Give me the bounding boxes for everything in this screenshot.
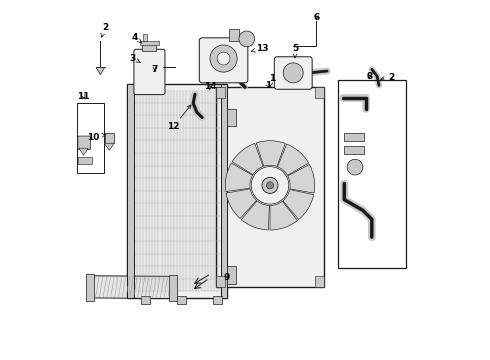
Bar <box>338 80 406 267</box>
Text: 1: 1 <box>269 74 275 87</box>
Bar <box>227 109 236 126</box>
Wedge shape <box>277 144 309 175</box>
Bar <box>105 133 114 143</box>
Text: 2: 2 <box>381 73 394 82</box>
Bar <box>143 34 147 41</box>
Wedge shape <box>256 141 285 166</box>
Circle shape <box>217 52 230 65</box>
Text: 7: 7 <box>152 66 158 75</box>
Bar <box>77 103 104 173</box>
Bar <box>227 266 236 284</box>
Bar <box>86 274 94 301</box>
Text: 9: 9 <box>223 273 230 282</box>
Bar <box>213 296 222 304</box>
Circle shape <box>239 31 255 47</box>
Polygon shape <box>96 67 104 75</box>
Bar <box>127 84 134 298</box>
Text: 4: 4 <box>131 33 142 43</box>
FancyBboxPatch shape <box>134 49 165 95</box>
Text: 12: 12 <box>168 105 191 131</box>
Text: 6: 6 <box>313 13 319 22</box>
Polygon shape <box>88 276 175 298</box>
Circle shape <box>283 63 303 83</box>
Circle shape <box>210 45 237 72</box>
Text: 2: 2 <box>101 23 108 37</box>
Bar <box>217 276 225 287</box>
Wedge shape <box>270 201 297 230</box>
FancyBboxPatch shape <box>78 136 91 150</box>
Bar <box>344 146 364 154</box>
Text: 5: 5 <box>292 44 298 58</box>
Bar <box>169 275 177 301</box>
Bar <box>142 296 150 304</box>
Bar <box>220 84 227 298</box>
Text: 1: 1 <box>265 81 271 90</box>
Circle shape <box>262 177 278 193</box>
Polygon shape <box>104 143 114 150</box>
Wedge shape <box>225 163 253 192</box>
Text: 14: 14 <box>204 82 217 91</box>
Bar <box>217 87 323 287</box>
Bar <box>315 276 323 287</box>
Bar <box>140 41 159 45</box>
Bar <box>127 84 227 298</box>
Bar <box>344 133 364 141</box>
Text: 3: 3 <box>130 54 140 63</box>
Bar <box>315 87 323 98</box>
Bar <box>217 87 225 98</box>
Circle shape <box>267 182 273 189</box>
Text: 13: 13 <box>251 44 268 53</box>
Text: 8: 8 <box>366 72 372 81</box>
Bar <box>78 157 92 164</box>
FancyBboxPatch shape <box>274 57 312 89</box>
Text: 11: 11 <box>77 91 90 100</box>
Circle shape <box>347 159 363 175</box>
Wedge shape <box>283 189 314 220</box>
Bar <box>134 90 220 292</box>
Wedge shape <box>232 143 263 175</box>
Circle shape <box>251 167 289 204</box>
FancyBboxPatch shape <box>199 38 248 83</box>
Bar <box>229 29 239 41</box>
Wedge shape <box>288 165 315 193</box>
Bar <box>143 44 156 51</box>
Bar <box>177 296 186 304</box>
Wedge shape <box>226 189 257 219</box>
Polygon shape <box>79 148 88 156</box>
Wedge shape <box>241 201 270 230</box>
Text: 10: 10 <box>87 132 105 141</box>
